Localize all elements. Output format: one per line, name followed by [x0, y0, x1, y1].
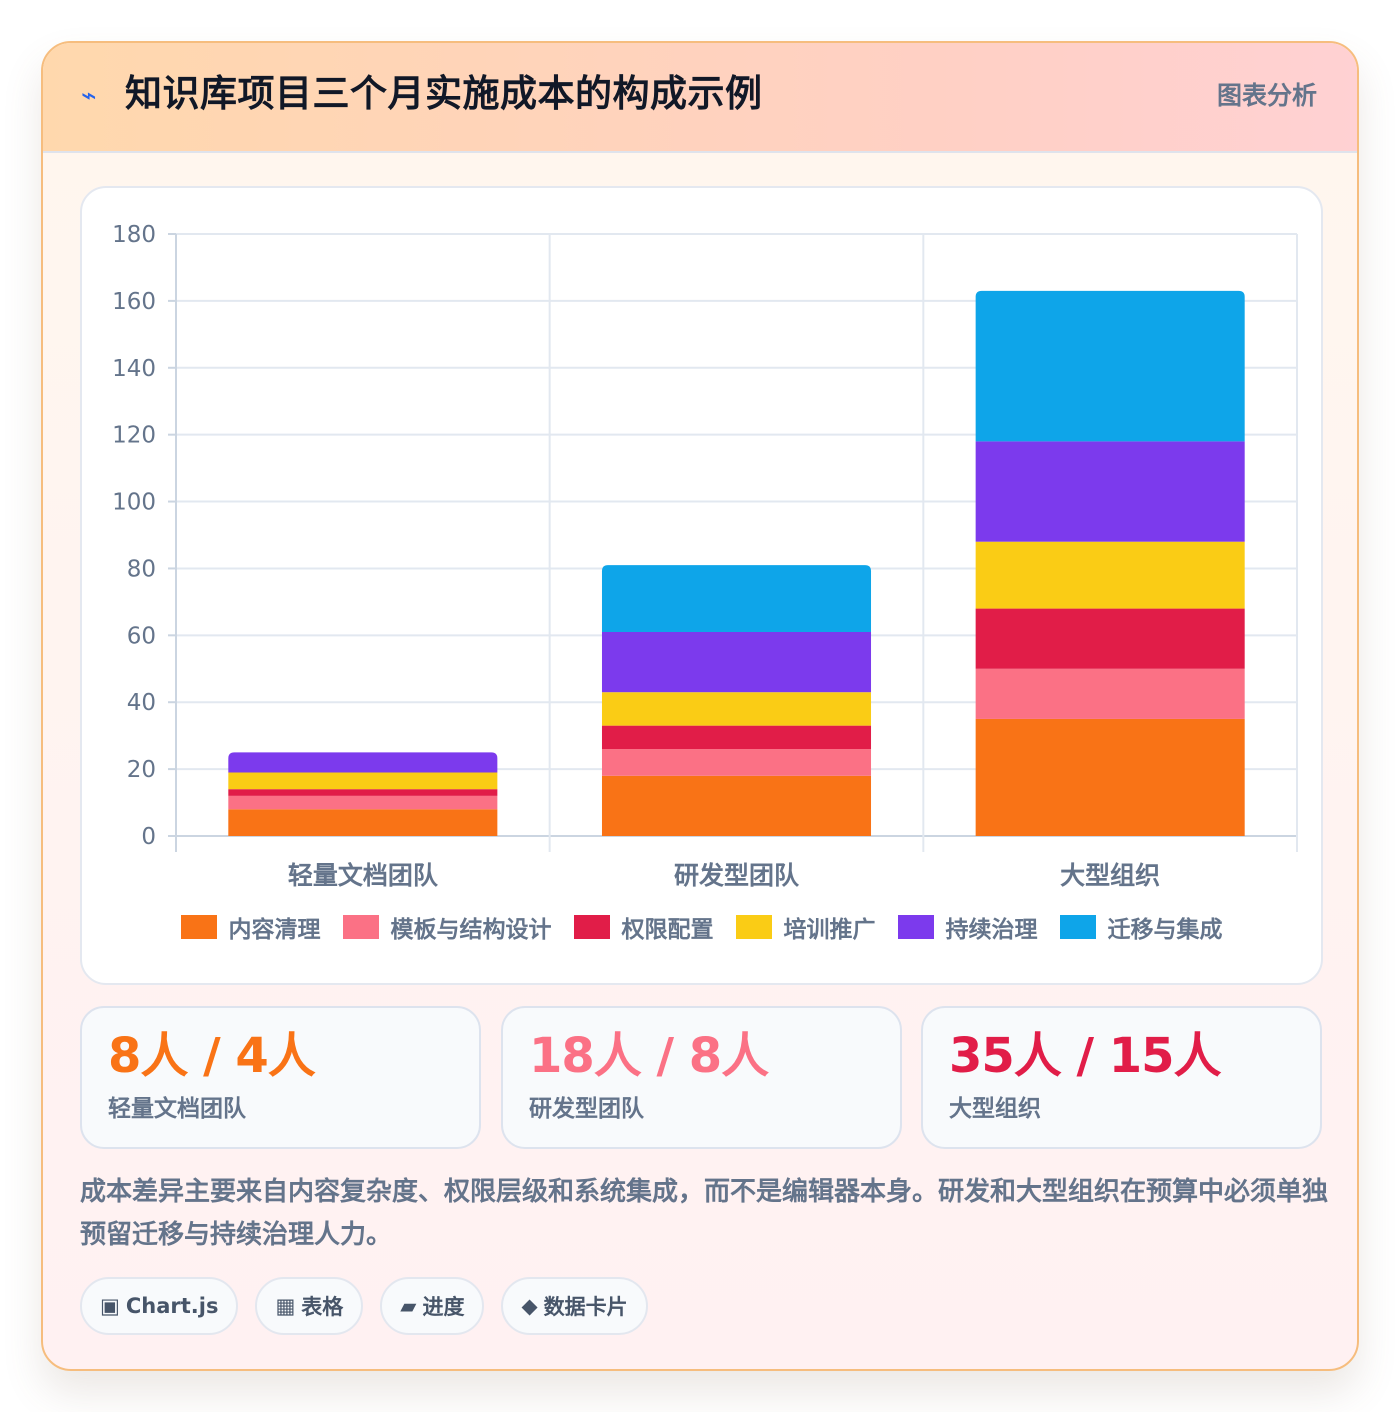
x-tick-label: 轻量文档团队 — [288, 861, 439, 890]
x-tick-label: 大型组织 — [1060, 861, 1160, 890]
legend-item[interactable]: 模板与结构设计 — [342, 910, 552, 944]
bar-segment — [601, 775, 872, 836]
legend-item[interactable]: 迁移与集成 — [1059, 910, 1223, 944]
legend-item[interactable]: 内容清理 — [180, 910, 321, 944]
bar-segment — [228, 789, 498, 796]
bar-segment — [601, 725, 872, 750]
feature-chip[interactable]: ▣ Chart.js — [80, 1277, 239, 1335]
legend-swatch — [897, 915, 934, 939]
legend-item[interactable]: 持续治理 — [897, 910, 1038, 944]
bar-segment — [975, 718, 1245, 836]
chart-legend: 内容清理 模板与结构设计 权限配置 培训推广 持续治理 迁移与集成 — [82, 910, 1321, 944]
feature-chips: ▣ Chart.js ▦ 表格 ▰ 进度 ◆ 数据卡片 — [80, 1277, 648, 1335]
y-tick-label: 180 — [112, 222, 156, 248]
bar-segment — [975, 441, 1245, 542]
legend-swatch — [1059, 915, 1096, 939]
chip-label: 数据卡片 — [543, 1295, 628, 1319]
bar-segment — [601, 749, 872, 776]
chart-analysis-tag: 图表分析 — [1216, 81, 1317, 110]
y-tick-label: 100 — [112, 490, 156, 516]
grid-icon: ▦ — [275, 1294, 296, 1318]
stat-cards: 8人 / 4人 轻量文档团队 18人 / 8人 研发型团队 35人 / 15人 大型组织 — [80, 1006, 1323, 1149]
bar-segment — [601, 565, 872, 632]
square-icon: ▣ — [100, 1294, 120, 1318]
y-tick-label: 40 — [127, 690, 156, 716]
stat-label: 轻量文档团队 — [108, 1096, 246, 1122]
progress-icon: ▰ — [400, 1294, 417, 1318]
chart-card: ⌁ 知识库项目三个月实施成本的构成示例 图表分析 0 20 40 60 80 100 120… — [41, 41, 1359, 1371]
stat-value: 8人 / 4人 — [108, 1028, 316, 1084]
stat-value: 18人 / 8人 — [529, 1028, 769, 1084]
analysis-note: 成本差异主要来自内容复杂度、权限层级和系统集成，而不是编辑器本身。研发和大型组织… — [80, 1177, 1329, 1250]
bar-segment — [228, 772, 498, 790]
bar-segment — [228, 795, 498, 810]
legend-swatch — [573, 915, 610, 939]
legend-label: 培训推广 — [783, 917, 876, 943]
y-tick-label: 120 — [112, 423, 156, 449]
legend-label: 模板与结构设计 — [390, 917, 552, 943]
bar-segment — [228, 752, 498, 773]
y-tick-label: 20 — [127, 757, 156, 783]
chart-panel: 0 20 40 60 80 100 120 140 160 180 轻量文档团队 研发型团队 大型组织 … — [80, 186, 1323, 985]
y-tick-label: 140 — [112, 356, 156, 382]
stat-card: 18人 / 8人研发型团队 — [501, 1006, 902, 1149]
feature-chip[interactable]: ▰ 进度 — [380, 1277, 485, 1335]
legend-swatch — [180, 915, 217, 939]
bar-segment — [975, 608, 1245, 669]
stat-value: 35人 / 15人 — [949, 1028, 1222, 1084]
feature-chip[interactable]: ◆ 数据卡片 — [501, 1277, 648, 1335]
bar-segment — [601, 631, 872, 693]
card-header: ⌁ 知识库项目三个月实施成本的构成示例 图表分析 — [43, 43, 1357, 153]
stacked-bar-chart: 0 20 40 60 80 100 120 140 160 180 轻量文档团队 研发型团队 大型组织 — [112, 222, 1298, 890]
chip-label: 进度 — [422, 1295, 465, 1319]
stat-label: 大型组织 — [949, 1096, 1041, 1122]
bar-segment — [228, 809, 498, 836]
y-tick-label: 60 — [127, 623, 156, 649]
y-tick-label: 0 — [141, 824, 156, 850]
feature-chip[interactable]: ▦ 表格 — [255, 1277, 364, 1335]
legend-swatch — [735, 915, 772, 939]
page-title: 知识库项目三个月实施成本的构成示例 — [125, 72, 763, 115]
y-tick-label: 160 — [112, 289, 156, 315]
x-tick-label: 研发型团队 — [674, 861, 800, 890]
bar-segment — [975, 668, 1245, 719]
y-tick-label: 80 — [127, 556, 156, 582]
stat-card: 35人 / 15人大型组织 — [921, 1006, 1322, 1149]
chip-label: 表格 — [301, 1295, 344, 1319]
legend-label: 内容清理 — [228, 917, 321, 943]
stat-card: 8人 / 4人轻量文档团队 — [80, 1006, 481, 1149]
legend-label: 迁移与集成 — [1107, 917, 1223, 943]
lightning-icon: ⌁ — [81, 81, 97, 111]
legend-label: 权限配置 — [621, 917, 714, 943]
legend-swatch — [342, 915, 379, 939]
bar-segment — [601, 692, 872, 726]
bar-segment — [975, 541, 1245, 609]
chip-label: Chart.js — [125, 1294, 219, 1318]
bar-segment — [975, 290, 1245, 442]
diamond-icon: ◆ — [521, 1294, 538, 1318]
legend-label: 持续治理 — [945, 917, 1038, 943]
legend-item[interactable]: 培训推广 — [735, 910, 876, 944]
stat-label: 研发型团队 — [529, 1096, 644, 1122]
legend-item[interactable]: 权限配置 — [573, 910, 714, 944]
